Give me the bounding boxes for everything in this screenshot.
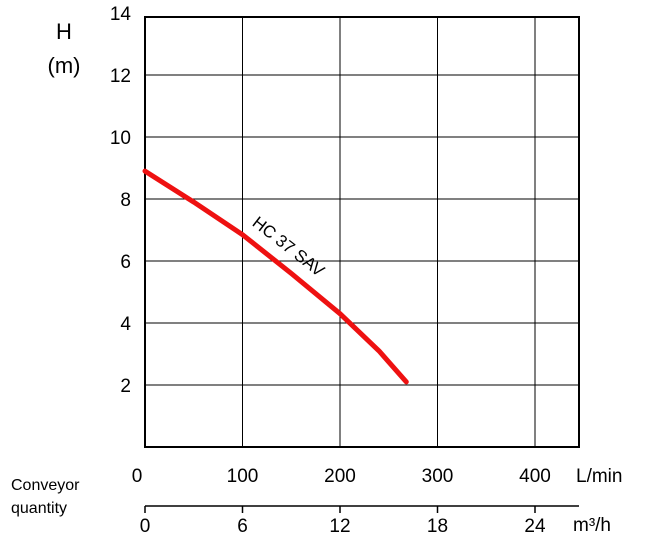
x-axis-label-line2: quantity — [11, 500, 67, 517]
y-tick-label: 6 — [120, 252, 131, 273]
x-tick-labels: 0 100 200 300 400 — [132, 466, 551, 487]
x-tick-label: 300 — [422, 466, 454, 487]
y-axis-label-top: H — [56, 19, 72, 44]
secondary-x-axis: 0 6 12 18 24 — [140, 505, 579, 537]
x2-tick-label: 0 — [140, 516, 151, 537]
y-tick-label: 4 — [120, 314, 131, 335]
x-tick-label: 400 — [519, 466, 551, 487]
x2-tick-label: 12 — [329, 516, 350, 537]
x-tick-label: 200 — [324, 466, 356, 487]
x-axis-label-line1: Conveyor — [11, 477, 80, 494]
grid — [145, 17, 579, 447]
y-axis-label-bottom: (m) — [48, 53, 81, 78]
plot-frame — [144, 16, 580, 448]
y-tick-label: 12 — [110, 66, 131, 87]
y-tick-label: 10 — [110, 128, 131, 149]
y-tick-label: 2 — [120, 376, 131, 397]
y-tick-label: 14 — [110, 4, 132, 25]
x2-tick-label: 6 — [237, 516, 248, 537]
x2-tick-label: 18 — [427, 516, 448, 537]
y-tick-label: 8 — [120, 190, 131, 211]
x2-axis-unit: m³/h — [573, 515, 611, 536]
x-axis-unit: L/min — [576, 466, 622, 487]
y-tick-labels: 2 4 6 8 10 12 14 — [110, 4, 132, 397]
x-tick-label: 100 — [227, 466, 259, 487]
x-tick-label: 0 — [132, 466, 143, 487]
x2-tick-label: 24 — [524, 516, 546, 537]
series-line — [142, 168, 409, 385]
